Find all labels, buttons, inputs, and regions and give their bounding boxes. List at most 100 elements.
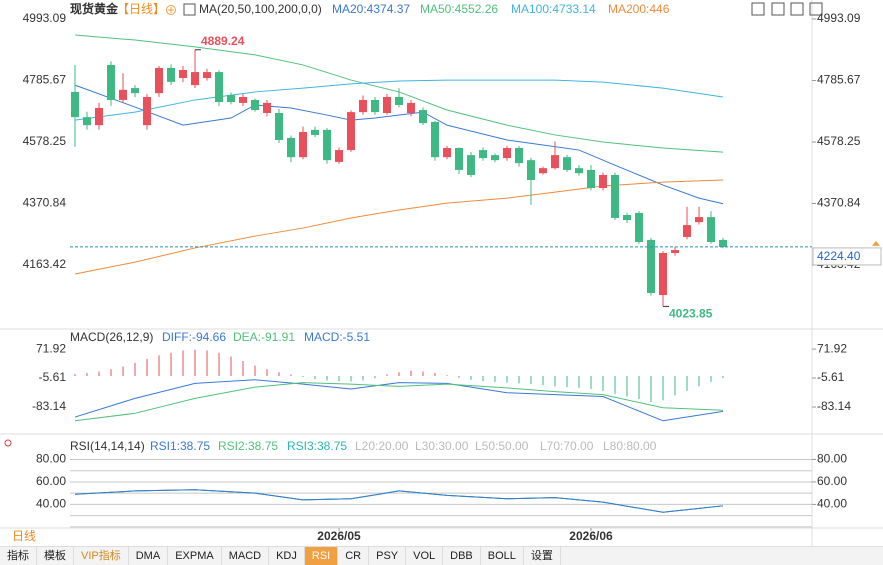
candle-body <box>719 239 727 247</box>
legend-entry: MA20:4374.37 <box>332 2 410 16</box>
add-icon[interactable] <box>166 5 176 15</box>
candle-body <box>707 217 715 242</box>
candle-body <box>83 117 91 126</box>
y-tick-label: 4785.67 <box>23 73 67 87</box>
tab[interactable]: DBB <box>443 547 481 565</box>
rsi-icon <box>4 439 12 447</box>
candle-body <box>503 147 511 159</box>
candle-body <box>395 96 403 105</box>
candle-body <box>239 96 247 103</box>
candle-body <box>335 150 343 162</box>
candle-body <box>467 155 475 175</box>
candle-body <box>539 168 547 174</box>
tab[interactable]: BOLL <box>481 547 524 565</box>
candle-body <box>191 72 199 86</box>
y-tick-label: 4785.67 <box>817 73 861 87</box>
zoom-icon[interactable] <box>751 2 765 16</box>
tab[interactable]: 模板 <box>37 547 74 565</box>
indicator-line <box>74 379 724 422</box>
y-tick-label: 4163.42 <box>23 257 67 271</box>
low-label: 4023.85 <box>669 307 713 321</box>
level-label: L30:30.00 <box>415 439 469 453</box>
candle-body <box>359 99 367 113</box>
settings-icon[interactable] <box>790 2 804 16</box>
tab[interactable]: 指标 <box>0 547 37 565</box>
candle-body <box>611 174 619 218</box>
candle-body <box>575 168 583 174</box>
candle-body <box>179 69 187 78</box>
y-tick-label: 71.92 <box>817 341 847 355</box>
level-label: L70:70.00 <box>540 439 594 453</box>
period-label[interactable]: 日线 <box>12 529 36 543</box>
macd-title: MACD(26,12,9) <box>70 330 153 344</box>
candle-body <box>479 150 487 159</box>
zoom-icon[interactable] <box>771 2 785 16</box>
legend-entry: RSI3:38.75 <box>287 439 347 453</box>
candle-body <box>671 250 679 253</box>
period: 【日线】 <box>117 2 165 16</box>
tab[interactable]: EXPMA <box>168 547 222 565</box>
tab[interactable]: PSY <box>369 547 407 565</box>
candle-body <box>347 112 355 151</box>
y-tick-label: 60.00 <box>817 474 847 488</box>
indicator-line <box>74 79 724 121</box>
level-label: L80:80.00 <box>603 439 657 453</box>
tab[interactable]: 设置 <box>524 547 561 565</box>
candle-body <box>119 89 127 100</box>
y-tick-label: -83.14 <box>817 399 851 413</box>
candle-body <box>551 155 559 169</box>
add-icon <box>168 7 174 13</box>
candle-body <box>443 147 451 158</box>
y-tick-label: 4370.84 <box>817 196 861 210</box>
y-tick-label: 4370.84 <box>23 196 67 210</box>
y-tick-label: 40.00 <box>36 497 66 511</box>
candle-body <box>203 72 211 78</box>
y-tick-label: -5.61 <box>817 370 845 384</box>
last-price-label: 4224.40 <box>817 249 861 263</box>
candle-body <box>431 121 439 158</box>
candle-body <box>167 67 175 82</box>
indicator-line <box>74 84 724 205</box>
tab[interactable]: VIP指标 <box>74 547 129 565</box>
candle-body <box>563 157 571 170</box>
candle-body <box>419 110 427 124</box>
candle-body <box>299 131 307 158</box>
legend-entry: MACD:-5.51 <box>304 330 370 344</box>
close-icon[interactable] <box>809 2 823 16</box>
candle-body <box>95 107 103 126</box>
legend-entry: DIFF:-94.66 <box>162 330 226 344</box>
tab[interactable]: MACD <box>222 547 270 565</box>
indicator-icon[interactable] <box>183 3 196 16</box>
candle-body <box>155 67 163 94</box>
candle-body <box>323 129 331 161</box>
candle-body <box>143 96 151 126</box>
candle-body <box>623 215 631 221</box>
tab[interactable]: VOL <box>406 547 444 565</box>
tab[interactable]: RSI <box>304 547 339 565</box>
candle-body <box>455 147 463 170</box>
candle-body <box>263 102 271 113</box>
candle-body <box>311 129 319 135</box>
tab[interactable]: CR <box>338 547 370 565</box>
level-label: L20:20.00 <box>355 439 409 453</box>
y-tick-label: -5.61 <box>39 370 67 384</box>
indicator-line <box>74 179 724 275</box>
candle-body <box>515 147 523 164</box>
legend-entry: DEA:-91.91 <box>233 330 295 344</box>
candle-body <box>227 94 235 103</box>
indicator: MA(20,50,100,200,0,0) <box>199 2 322 16</box>
legend-entry: MA200:446 <box>608 2 670 16</box>
y-tick-label: 4578.25 <box>23 134 67 148</box>
candle-body <box>599 174 607 189</box>
y-tick-label: 71.92 <box>36 341 66 355</box>
tab[interactable]: KDJ <box>269 547 305 565</box>
candle-body <box>215 72 223 103</box>
indicator-tabs: 指标 模板 VIP指标 DMA EXPMA MACD KDJ RSI CR PSY VOL DBB BO… <box>0 546 883 565</box>
y-tick-label: 4578.25 <box>817 134 861 148</box>
tab[interactable]: DMA <box>129 547 169 565</box>
candle-body <box>647 239 655 294</box>
y-tick-label: 60.00 <box>36 474 66 488</box>
y-tick-label: 80.00 <box>36 452 66 466</box>
rsi-title: RSI(14,14,14) <box>70 439 145 453</box>
